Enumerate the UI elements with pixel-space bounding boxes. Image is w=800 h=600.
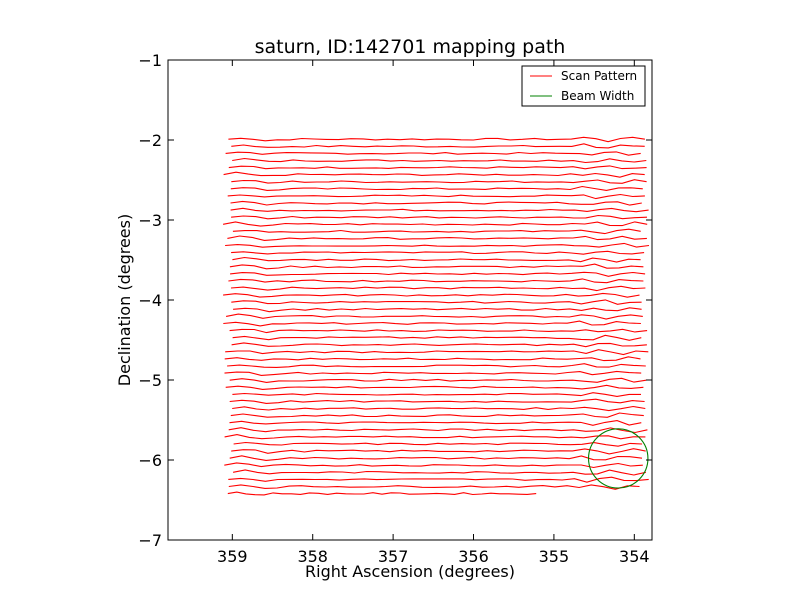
scan-row <box>229 420 642 426</box>
scan-row <box>229 377 647 383</box>
scan-row <box>232 256 641 263</box>
scan-row <box>228 484 640 490</box>
scan-row <box>228 476 649 483</box>
x-tick-label: 354 <box>619 547 650 566</box>
scan-row <box>225 151 641 156</box>
scan-row <box>227 491 537 496</box>
y-tick-label: −6 <box>138 451 162 470</box>
scan-row <box>231 143 645 149</box>
scan-row <box>232 392 641 397</box>
y-tick-label: −3 <box>138 211 162 230</box>
scan-row <box>223 171 645 178</box>
scan-row <box>225 242 650 248</box>
scan-row <box>229 263 644 270</box>
scan-row <box>230 207 649 213</box>
scan-row <box>223 292 640 298</box>
scan-row <box>228 136 645 143</box>
scan-row <box>231 342 647 348</box>
y-tick-label: −2 <box>138 131 162 150</box>
scan-row <box>225 313 643 320</box>
scan-row <box>230 412 644 418</box>
scan-row <box>231 299 642 305</box>
scan-row <box>233 441 643 447</box>
scan-row <box>232 157 647 164</box>
y-tick-label: −4 <box>138 291 162 310</box>
scan-row <box>233 307 642 313</box>
y-axis: −1 −2 −3 −4 −5 −6 −7 <box>138 51 652 550</box>
scan-row <box>231 250 645 255</box>
x-tick-label: 355 <box>539 547 570 566</box>
x-tick-label: 359 <box>217 547 248 566</box>
y-tick-label: −5 <box>138 371 162 390</box>
scan-row <box>229 328 648 334</box>
legend-label-beam-width: Beam Width <box>561 89 634 103</box>
scan-row <box>227 363 646 368</box>
legend-label-scan-pattern: Scan Pattern <box>561 69 637 83</box>
y-tick-label: −1 <box>138 51 162 70</box>
y-axis-label: Declination (degrees) <box>115 214 134 386</box>
scan-row <box>229 455 643 461</box>
scan-row <box>228 278 644 284</box>
x-axis: 359 358 357 356 355 354 <box>217 60 650 566</box>
scan-row <box>228 427 648 434</box>
x-tick-label: 356 <box>458 547 489 566</box>
x-tick-label: 358 <box>297 547 328 566</box>
beam-width-series <box>587 428 649 489</box>
scan-row <box>230 185 643 191</box>
x-axis-label: Right Ascension (degrees) <box>305 562 515 581</box>
scan-row <box>225 384 644 390</box>
beam-width-circle <box>587 428 649 489</box>
scan-row <box>225 349 649 356</box>
scan-row <box>224 462 643 469</box>
legend-box <box>521 65 646 107</box>
scan-row <box>230 271 646 277</box>
scan-row <box>227 235 647 241</box>
scan-row <box>228 165 647 170</box>
chart-title: saturn, ID:142701 mapping path <box>255 36 566 58</box>
scan-row <box>231 179 647 184</box>
scan-row <box>222 221 648 227</box>
legend: Scan Pattern Beam Width <box>521 65 646 107</box>
scan-row <box>229 398 645 404</box>
scan-row <box>230 285 646 292</box>
scan-row <box>231 214 648 220</box>
scan-row <box>224 370 642 376</box>
x-tick-label: 357 <box>378 547 409 566</box>
plot-area <box>167 59 653 541</box>
scan-row <box>224 434 646 440</box>
scan-row <box>232 228 641 235</box>
scan-row <box>231 448 646 455</box>
scan-row <box>224 356 641 362</box>
scan-row <box>227 193 645 200</box>
scan-pattern-series <box>222 136 650 496</box>
scan-row <box>232 405 646 412</box>
scan-row <box>230 200 642 206</box>
scan-row <box>223 320 641 327</box>
scan-row <box>232 469 647 476</box>
scan-row <box>232 334 642 341</box>
y-tick-label: −7 <box>138 531 162 550</box>
